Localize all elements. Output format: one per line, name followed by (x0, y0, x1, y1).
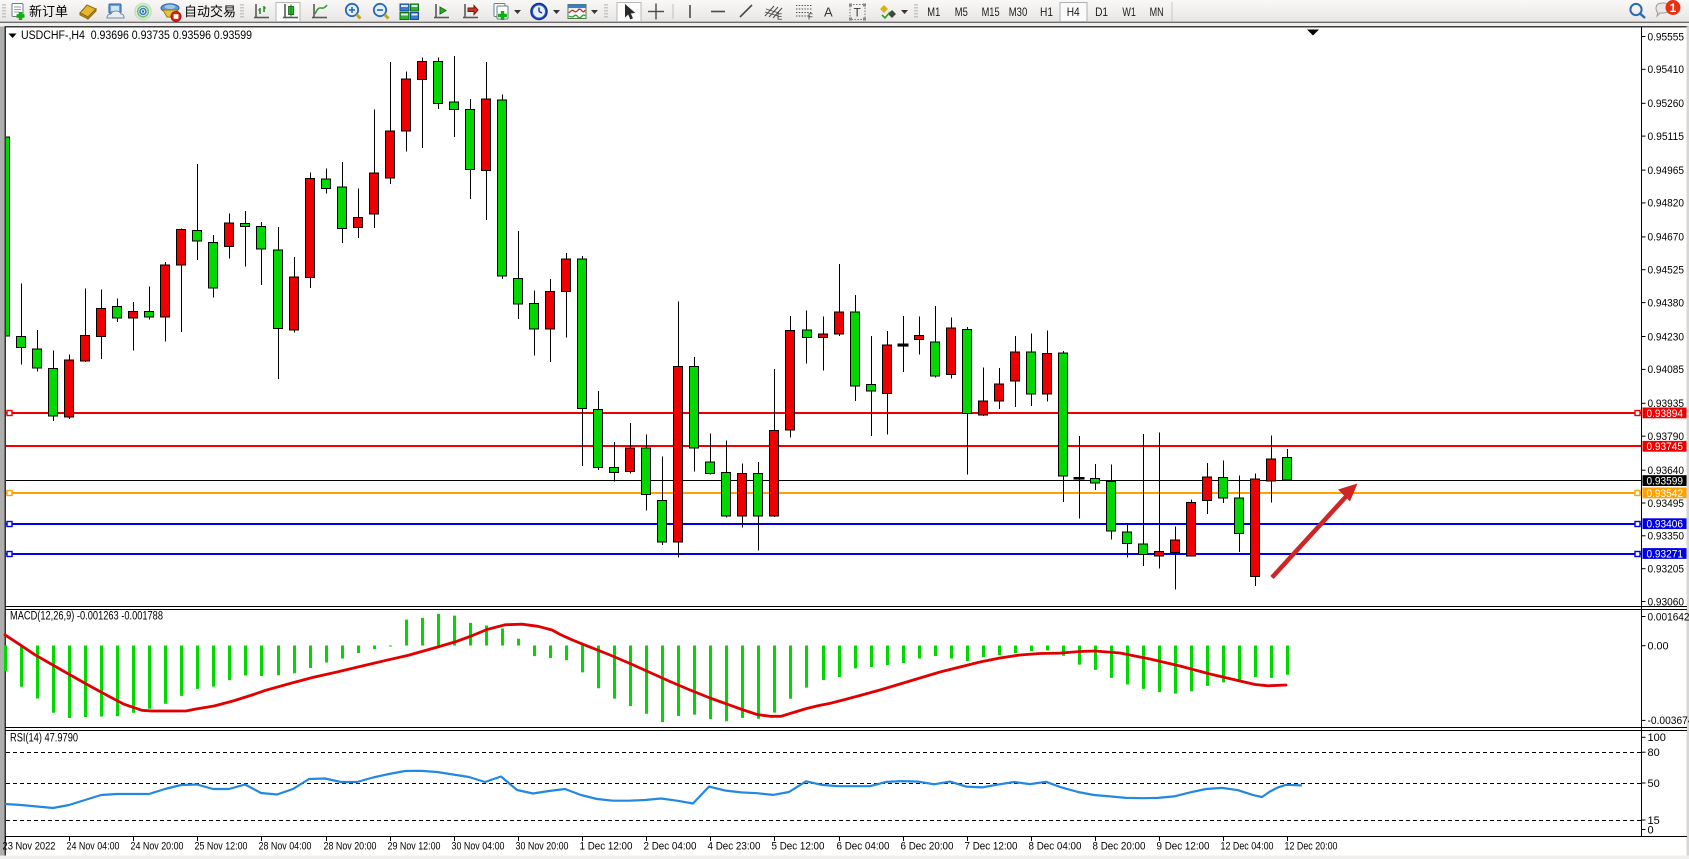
svg-text:1 Dec 12:00: 1 Dec 12:00 (580, 841, 633, 853)
svg-text:0.94965: 0.94965 (1648, 165, 1685, 177)
svg-text:-0.003674: -0.003674 (1648, 715, 1689, 727)
svg-text:50: 50 (1648, 778, 1660, 790)
svg-text:F: F (808, 13, 813, 22)
svg-text:0.93640: 0.93640 (1648, 465, 1685, 477)
svg-text:M1: M1 (927, 5, 940, 19)
svg-text:0.94670: 0.94670 (1648, 232, 1685, 244)
svg-text:M5: M5 (955, 5, 968, 19)
svg-text:0.001642: 0.001642 (1648, 611, 1689, 623)
svg-text:0.93542: 0.93542 (1647, 488, 1684, 500)
svg-text:M30: M30 (1009, 5, 1028, 19)
svg-text:15: 15 (1648, 815, 1660, 827)
svg-text:25 Nov 12:00: 25 Nov 12:00 (195, 841, 248, 853)
svg-text:29 Nov 12:00: 29 Nov 12:00 (388, 841, 441, 853)
svg-text:0.95115: 0.95115 (1648, 131, 1685, 143)
svg-text:24 Nov 20:00: 24 Nov 20:00 (131, 841, 184, 853)
svg-text:0.93205: 0.93205 (1648, 564, 1685, 576)
svg-text:100: 100 (1648, 732, 1666, 744)
svg-text:H4: H4 (1067, 5, 1080, 19)
svg-text:D1: D1 (1095, 5, 1108, 19)
svg-text:0.93599: 0.93599 (1647, 476, 1684, 488)
svg-text:0.93060: 0.93060 (1648, 596, 1685, 608)
svg-text:0.94230: 0.94230 (1648, 331, 1685, 343)
svg-text:0.94525: 0.94525 (1648, 265, 1685, 277)
svg-text:0.94380: 0.94380 (1648, 297, 1685, 309)
svg-text:12 Dec 20:00: 12 Dec 20:00 (1285, 841, 1338, 853)
svg-text:24 Nov 04:00: 24 Nov 04:00 (67, 841, 120, 853)
svg-text:T: T (854, 6, 862, 20)
svg-text:M15: M15 (982, 5, 1000, 19)
svg-text:0: 0 (1648, 824, 1654, 836)
svg-text:MACD(12,26,9) -0.001263 -0.001: MACD(12,26,9) -0.001263 -0.001788 (10, 611, 163, 623)
svg-text:12 Dec 04:00: 12 Dec 04:00 (1221, 841, 1274, 853)
svg-text:8 Dec 04:00: 8 Dec 04:00 (1029, 841, 1082, 853)
svg-text:E: E (777, 13, 782, 22)
svg-text:0.00: 0.00 (1648, 641, 1669, 653)
svg-text:0.93894: 0.93894 (1647, 408, 1684, 420)
svg-text:USDCHF-,H4 0.93696 0.93735 0.: USDCHF-,H4 0.93696 0.93735 0.93596 0.935… (21, 30, 252, 42)
svg-text:RSI(14) 47.9790: RSI(14) 47.9790 (10, 733, 78, 745)
svg-text:23 Nov 2022: 23 Nov 2022 (3, 841, 56, 853)
svg-text:8 Dec 20:00: 8 Dec 20:00 (1093, 841, 1146, 853)
svg-text:7 Dec 12:00: 7 Dec 12:00 (965, 841, 1018, 853)
svg-text:2 Dec 04:00: 2 Dec 04:00 (644, 841, 697, 853)
svg-text:4 Dec 23:00: 4 Dec 23:00 (708, 841, 761, 853)
svg-text:自动交易: 自动交易 (184, 4, 236, 19)
svg-text:80: 80 (1648, 747, 1660, 759)
svg-text:0.95410: 0.95410 (1648, 64, 1685, 76)
svg-text:0.93790: 0.93790 (1648, 431, 1685, 443)
svg-text:0.93935: 0.93935 (1648, 398, 1685, 410)
svg-text:新订单: 新订单 (29, 4, 68, 19)
svg-text:30 Nov 20:00: 30 Nov 20:00 (516, 841, 569, 853)
svg-text:9 Dec 12:00: 9 Dec 12:00 (1157, 841, 1210, 853)
svg-text:6 Dec 20:00: 6 Dec 20:00 (901, 841, 954, 853)
svg-text:A: A (824, 5, 833, 20)
svg-text:28 Nov 04:00: 28 Nov 04:00 (259, 841, 312, 853)
svg-text:0.93495: 0.93495 (1648, 498, 1685, 510)
svg-text:0.93271: 0.93271 (1647, 548, 1684, 560)
svg-text:28 Nov 20:00: 28 Nov 20:00 (324, 841, 377, 853)
svg-text:1: 1 (1670, 1, 1677, 15)
svg-text:MN: MN (1150, 5, 1164, 19)
svg-text:0.93745: 0.93745 (1647, 441, 1684, 453)
svg-text:H1: H1 (1040, 5, 1053, 19)
svg-text:W1: W1 (1122, 5, 1136, 19)
svg-text:0.94820: 0.94820 (1648, 198, 1685, 210)
svg-text:6 Dec 04:00: 6 Dec 04:00 (837, 841, 890, 853)
svg-text:0.95260: 0.95260 (1648, 98, 1685, 110)
svg-text:0.93406: 0.93406 (1647, 519, 1684, 531)
svg-text:0.94085: 0.94085 (1648, 364, 1685, 376)
svg-text:0.95555: 0.95555 (1648, 31, 1685, 43)
svg-text:30 Nov 04:00: 30 Nov 04:00 (452, 841, 505, 853)
svg-text:5 Dec 12:00: 5 Dec 12:00 (772, 841, 825, 853)
svg-text:0.93350: 0.93350 (1648, 531, 1685, 543)
